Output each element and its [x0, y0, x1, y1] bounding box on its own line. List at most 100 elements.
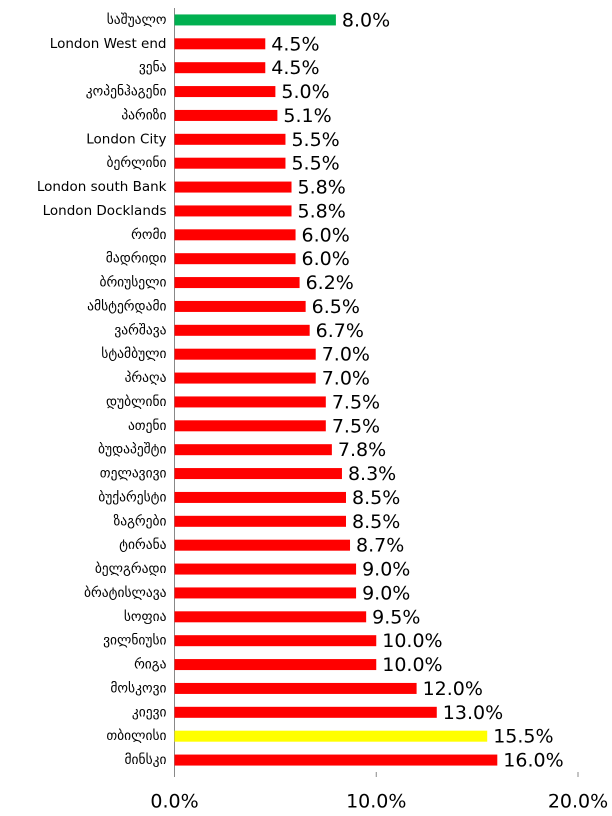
bar [174, 229, 296, 241]
value-label: 5.0% [281, 81, 329, 103]
value-label: 5.8% [298, 177, 346, 199]
value-label: 9.0% [362, 559, 410, 581]
category-label: ვარშავა [114, 321, 166, 338]
bar [174, 539, 351, 551]
category-label: London West end [50, 36, 167, 52]
value-label: 5.8% [298, 200, 346, 222]
value-label: 7.0% [322, 344, 370, 366]
x-tick-label: 10.0% [346, 791, 406, 813]
value-label: 7.5% [332, 391, 380, 413]
bar [174, 348, 316, 360]
value-label: 9.0% [362, 582, 410, 604]
x-tick-label: 0.0% [150, 791, 198, 813]
category-label: ბუქარესტი [98, 488, 166, 505]
bar [174, 86, 276, 98]
category-label: ვენა [139, 60, 167, 76]
bar [174, 635, 377, 647]
category-label: London Docklands [43, 203, 167, 219]
value-label: 8.0% [342, 9, 390, 31]
value-label: 6.0% [302, 248, 350, 270]
value-label: 8.3% [348, 463, 396, 485]
category-label: მადრიდი [106, 250, 167, 267]
category-label: London City [86, 131, 166, 147]
bar [174, 754, 498, 766]
value-label: 15.5% [493, 726, 553, 748]
bar [174, 659, 377, 671]
value-label: 8.5% [352, 511, 400, 533]
category-label: London south Bank [37, 179, 167, 195]
category-label: პარიზი [121, 106, 166, 123]
value-label: 9.5% [372, 606, 420, 628]
value-label: 8.7% [356, 535, 404, 557]
value-label: 13.0% [443, 702, 503, 724]
bar [174, 372, 316, 384]
category-label: თელავივი [100, 466, 167, 482]
value-label: 8.5% [352, 487, 400, 509]
value-label: 4.5% [271, 33, 319, 55]
bar [174, 563, 357, 575]
value-label: 10.0% [382, 654, 442, 676]
category-label: ბელგრადი [95, 560, 167, 577]
value-label: 7.8% [338, 439, 386, 461]
category-label: მოსკოვი [110, 680, 166, 696]
category-label: ბუდაპეშტი [98, 442, 166, 458]
bar [174, 420, 326, 432]
bar [174, 133, 286, 145]
category-label: ათენი [128, 418, 167, 434]
category-label: ბრიუსელი [99, 274, 166, 291]
bar [174, 396, 326, 408]
value-label: 7.0% [322, 368, 370, 390]
bar [174, 109, 278, 121]
category-label: კოპენჰაგენი [86, 84, 167, 100]
bar [174, 730, 488, 742]
value-label: 5.1% [283, 105, 331, 127]
category-label: რომი [131, 226, 166, 243]
bar [174, 253, 296, 265]
value-label: 4.5% [271, 57, 319, 79]
category-label: მინსკი [124, 752, 166, 768]
category-label: თბილისი [106, 728, 166, 744]
bar [174, 205, 292, 217]
value-label: 6.0% [302, 224, 350, 246]
category-label: რიგა [134, 656, 167, 673]
value-label: 5.5% [291, 153, 339, 175]
bar [174, 324, 310, 336]
category-label: პრაღა [125, 369, 167, 386]
bar [174, 62, 266, 74]
category-label: ტირანა [119, 536, 166, 553]
category-label: კიევი [132, 704, 167, 720]
bar [174, 706, 437, 718]
bar [174, 181, 292, 193]
bar [174, 515, 346, 527]
value-label: 10.0% [382, 630, 442, 652]
value-label: 12.0% [423, 678, 483, 700]
bar [174, 587, 357, 599]
bar [174, 277, 300, 289]
value-label: 6.5% [312, 296, 360, 318]
value-label: 6.7% [316, 320, 364, 342]
bar [174, 14, 336, 26]
bar [174, 682, 417, 694]
category-label: ბერლინი [107, 154, 167, 171]
x-tick-label: 20.0% [548, 791, 608, 813]
bar [174, 157, 286, 169]
category-label: დუბლინი [106, 394, 166, 410]
category-label: სტამბული [101, 346, 166, 362]
category-label: ვილნიუსი [103, 633, 166, 649]
category-label: ამსტერდამი [87, 297, 166, 314]
value-label: 7.5% [332, 415, 380, 437]
bar [174, 300, 306, 312]
bar [174, 38, 266, 50]
category-label: საშუალო [107, 12, 167, 28]
value-label: 5.5% [291, 129, 339, 151]
bar [174, 611, 367, 623]
value-label: 16.0% [503, 750, 563, 772]
category-label: სოფია [124, 609, 167, 625]
bar [174, 491, 346, 503]
category-label: ბრატისლავა [84, 584, 167, 601]
value-label: 6.2% [306, 272, 354, 294]
bar [174, 468, 342, 480]
category-label: ზაგრები [113, 512, 166, 529]
bar [174, 444, 332, 456]
